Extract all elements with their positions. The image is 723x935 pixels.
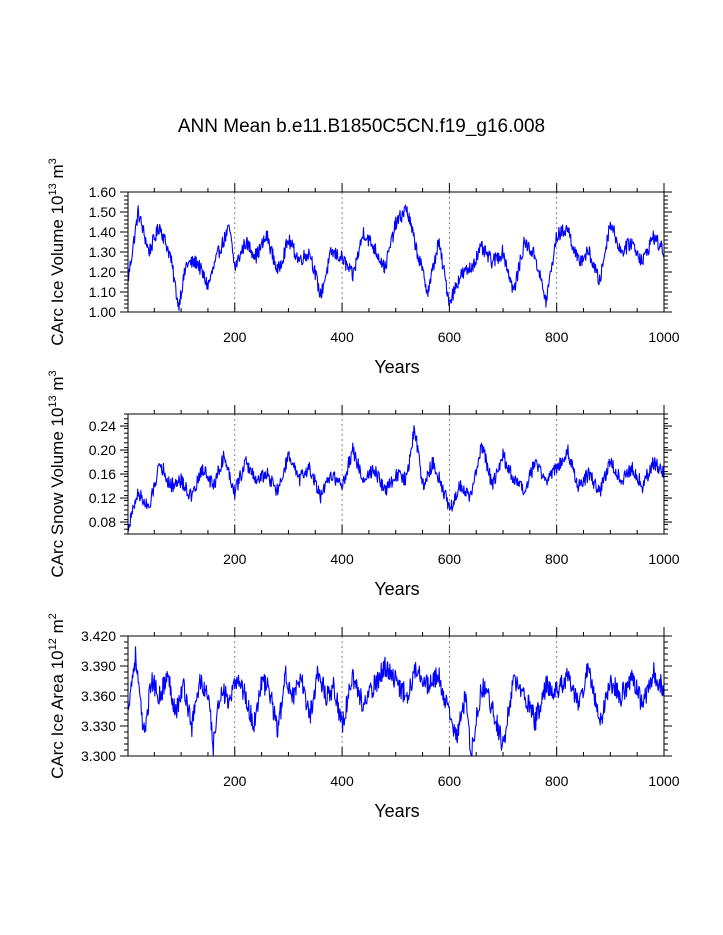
y-tick-label: 1.40 [89,224,116,240]
x-tick-label: 800 [545,551,569,567]
y-tick-label: 1.10 [89,284,116,300]
y-tick-label: 1.00 [89,304,116,320]
series-line [127,425,665,532]
y-tick-label: 3.360 [81,688,116,704]
y-tick-label: 0.08 [89,514,116,530]
y-tick-label: 0.16 [89,466,116,482]
y-tick-label: 1.50 [89,204,116,220]
y-tick-label: 1.30 [89,244,116,260]
y-tick-label: 3.390 [81,658,116,674]
x-tick-label: 600 [438,773,462,789]
x-tick-label: 600 [438,551,462,567]
panel-1: 200 400 600 800 1000 1.00 1.10 1.20 1.30 1.40 1.50… [47,158,680,377]
x-tick-label: 200 [223,551,247,567]
series-line [127,646,665,757]
y-tick-label: 0.12 [89,490,116,506]
x-axis-title: Years [374,357,419,377]
x-tick-label: 200 [223,773,247,789]
x-tick-label: 200 [223,329,247,345]
chart-title: ANN Mean b.e11.B1850C5CN.f19_g16.008 [177,116,546,137]
x-tick-label: 1000 [648,551,679,567]
series-line [127,204,665,311]
y-axis-title: CArc Ice Area 1012 m2 [47,613,67,779]
y-tick-label: 0.24 [89,418,116,434]
x-tick-label: 600 [438,329,462,345]
panel-3: 200 400 600 800 1000 3.300 3.330 3.360 3.390 3.42… [47,613,680,821]
x-tick-label: 400 [330,329,354,345]
x-tick-label: 1000 [648,329,679,345]
x-tick-label: 1000 [648,773,679,789]
x-tick-label: 400 [330,551,354,567]
x-tick-label: 800 [545,329,569,345]
x-tick-label: 800 [545,773,569,789]
x-tick-label: 400 [330,773,354,789]
y-axis-title: CArc Snow Volume 1013 m3 [47,370,67,577]
y-tick-label: 3.330 [81,718,116,734]
y-tick-label: 3.420 [81,628,116,644]
panel-2: 200 400 600 800 1000 0.08 0.12 0.16 0.20 0.24 Year… [47,370,680,599]
y-tick-label: 1.60 [89,184,116,200]
y-tick-label: 0.20 [89,442,116,458]
y-tick-label: 1.20 [89,264,116,280]
y-axis-title: CArc Ice Volume 1013 m3 [47,158,67,346]
plot-frame [127,191,665,313]
y-tick-label: 3.300 [81,748,116,764]
x-axis-title: Years [374,579,419,599]
x-axis-title: Years [374,801,419,821]
